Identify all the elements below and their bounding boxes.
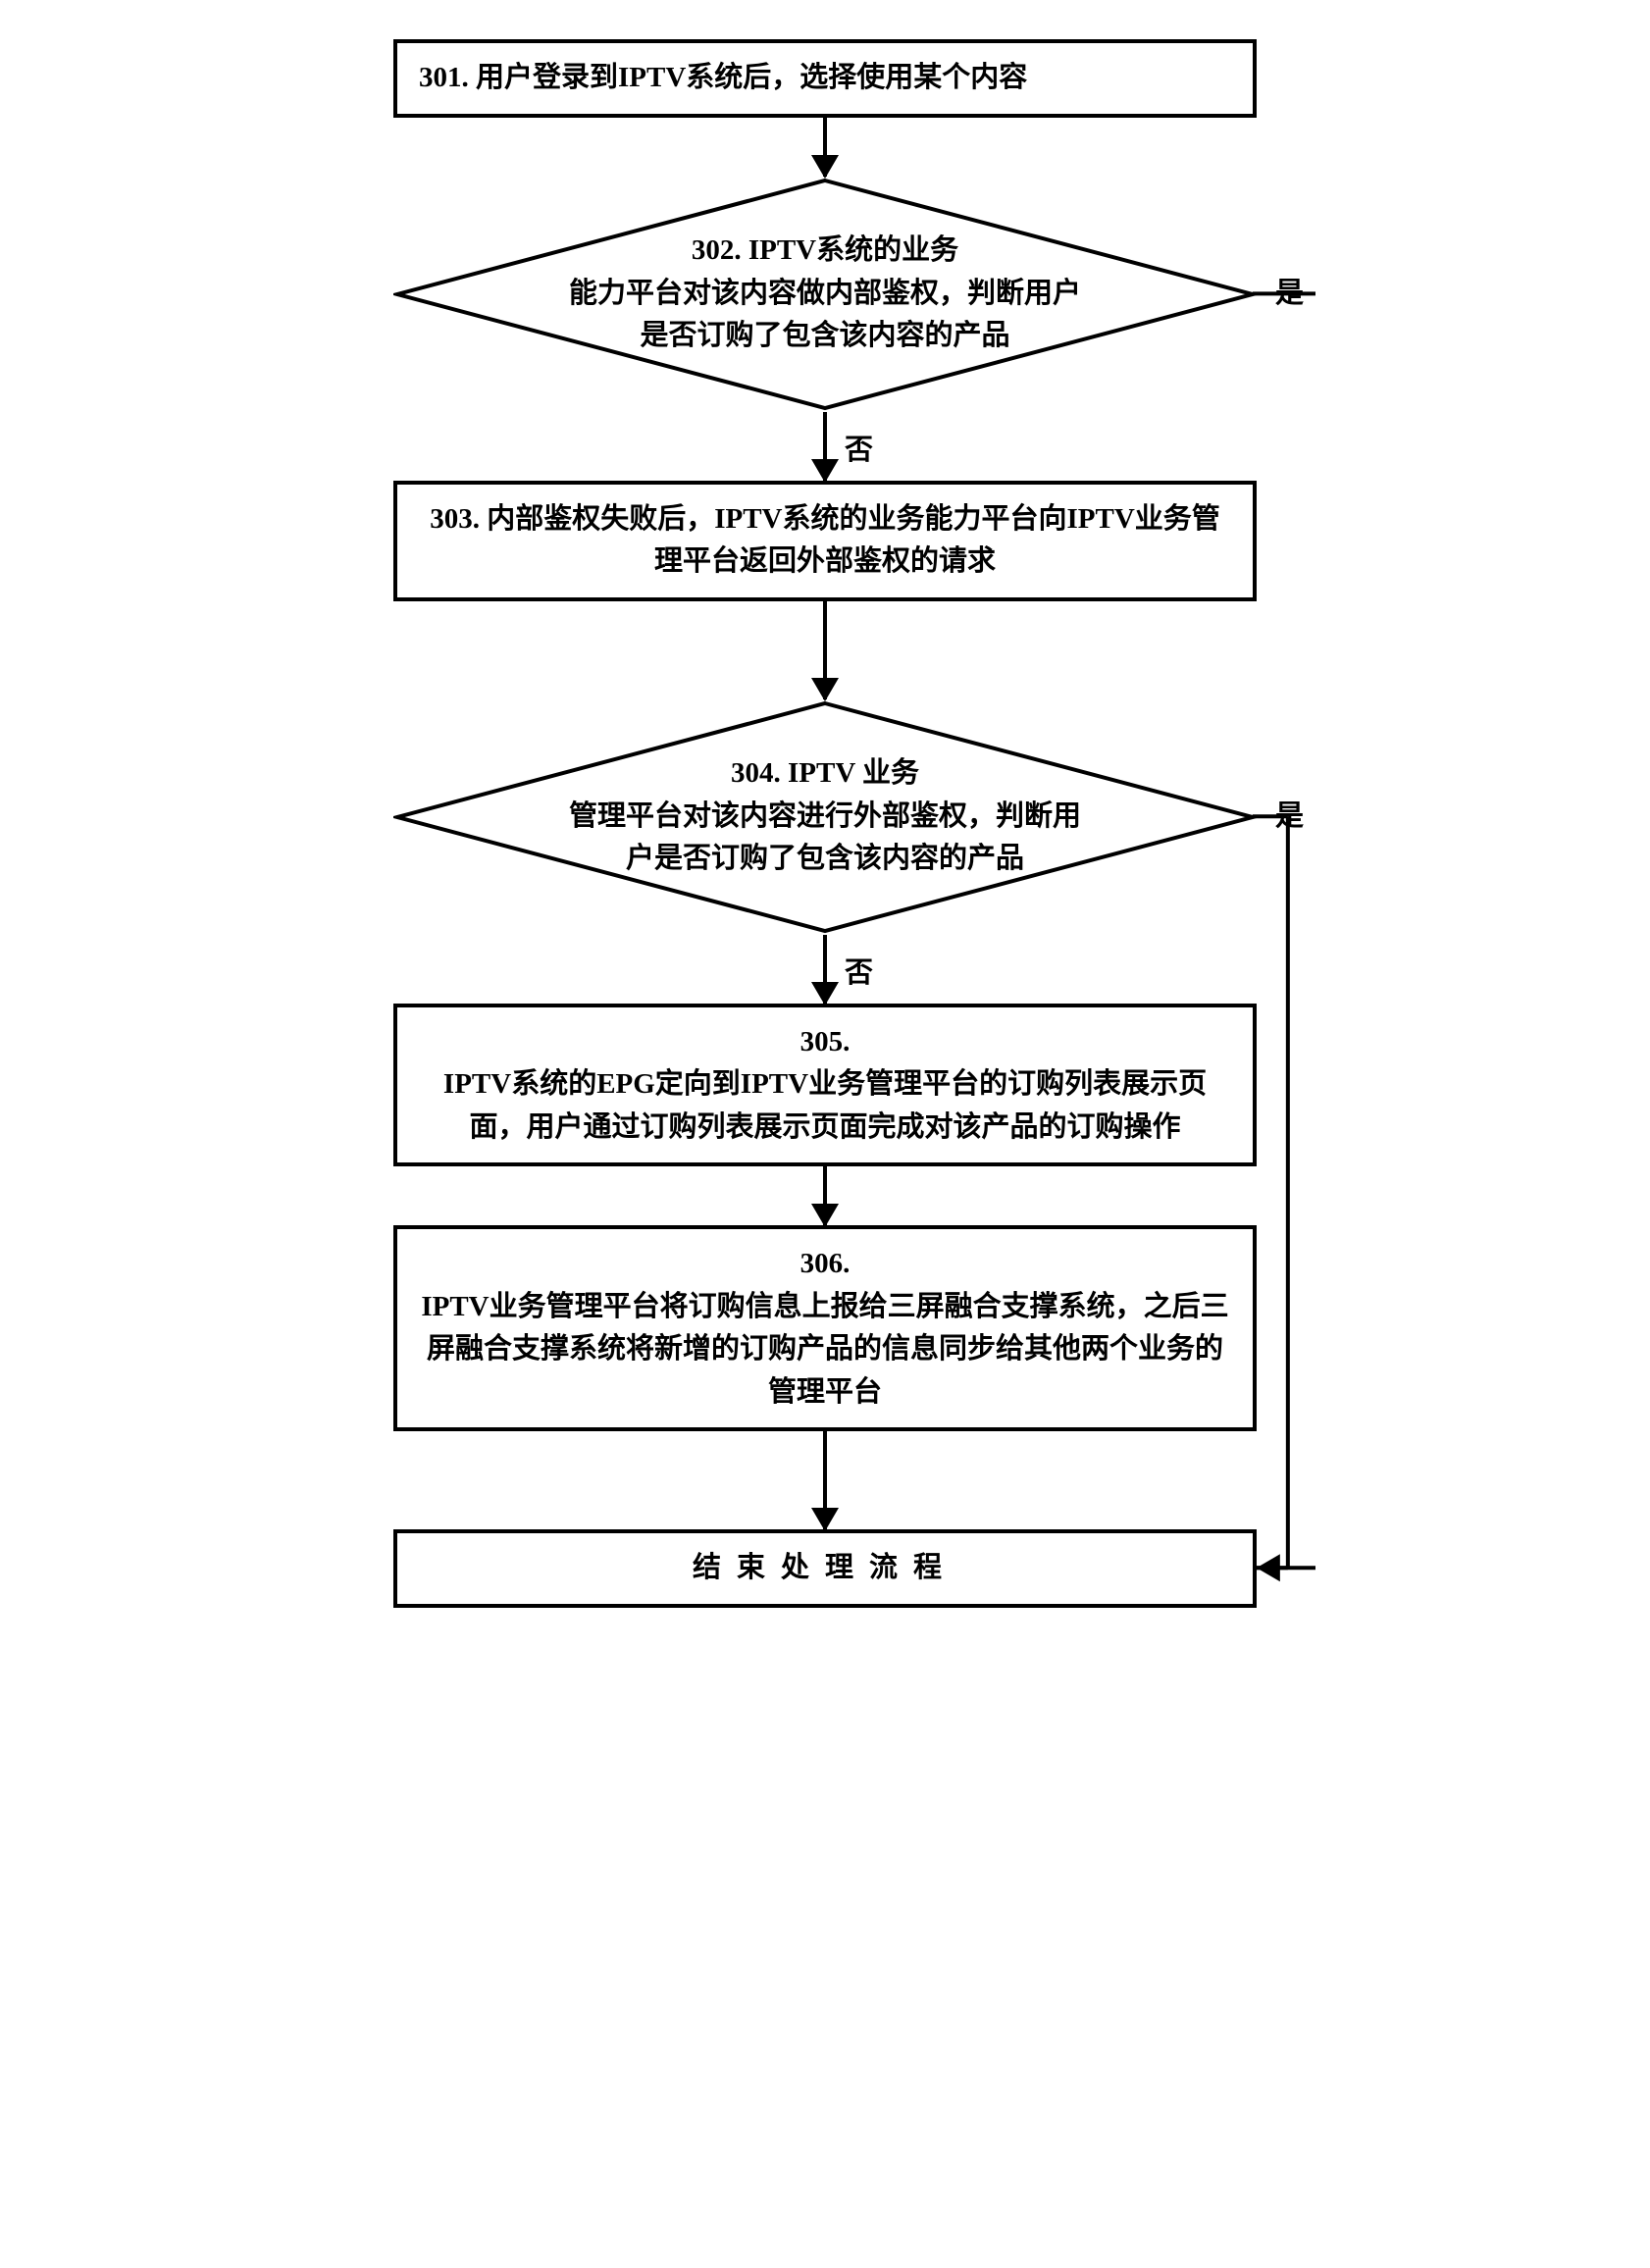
label-yes-304: 是: [1275, 793, 1304, 834]
label-yes-302: 是: [1275, 270, 1304, 311]
arrow-305-306: [823, 1166, 827, 1225]
decision-304-text: 304. IPTV 业务 管理平台对该内容进行外部鉴权，判断用 户是否订购了包含…: [530, 752, 1120, 881]
arrow-301-302: [823, 118, 827, 177]
label-no-304: 否: [845, 950, 873, 991]
decision-304: 304. IPTV 业务 管理平台对该内容进行外部鉴权，判断用 户是否订购了包含…: [393, 699, 1257, 935]
arrow-306-end: [823, 1431, 827, 1529]
arrow-303-304: [823, 601, 827, 699]
step-303: 303. 内部鉴权失败后，IPTV系统的业务能力平台向IPTV业务管理平台返回外…: [393, 481, 1257, 601]
arrow-302-303: [823, 412, 827, 481]
step-end: 结束处理流程: [393, 1529, 1257, 1608]
step-301: 301. 用户登录到IPTV系统后，选择使用某个内容: [393, 39, 1257, 118]
step-305: 305. IPTV系统的EPG定向到IPTV业务管理平台的订购列表展示页面，用户…: [393, 1004, 1257, 1167]
decision-302-text: 302. IPTV系统的业务 能力平台对该内容做内部鉴权，判断用户 是否订购了包…: [530, 230, 1120, 358]
flowchart-container: 301. 用户登录到IPTV系统后，选择使用某个内容 302. IPTV系统的业…: [335, 39, 1315, 1608]
label-no-302: 否: [845, 427, 873, 468]
step-306: 306. IPTV业务管理平台将订购信息上报给三屏融合支撑系统，之后三屏融合支撑…: [393, 1225, 1257, 1431]
arrow-304-305: [823, 935, 827, 1004]
decision-302: 302. IPTV系统的业务 能力平台对该内容做内部鉴权，判断用户 是否订购了包…: [393, 177, 1257, 412]
